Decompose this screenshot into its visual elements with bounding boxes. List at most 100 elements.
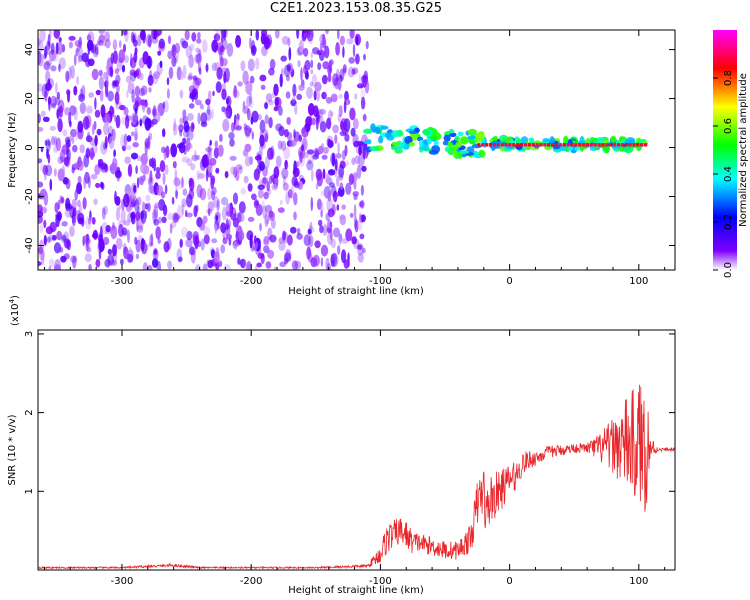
heatmap-noise-cell — [47, 140, 51, 147]
heatmap-noise-cell — [337, 30, 340, 40]
heatmap-noise-cell — [55, 82, 58, 94]
heatmap-noise-cell — [123, 220, 126, 226]
heatmap-noise-cell — [135, 165, 138, 175]
heatmap-noise-cell — [124, 184, 132, 196]
heatmap-noise-cell — [229, 138, 235, 147]
heatmap-noise-cell — [73, 106, 79, 121]
heatmap-noise-cell — [103, 142, 108, 150]
heatmap-noise-cell — [121, 64, 126, 73]
heatmap-noise-cell — [240, 213, 245, 222]
heatmap-noise-cell — [206, 149, 213, 162]
heatmap-noise-cell — [139, 87, 145, 97]
heatmap-noise-cell — [131, 89, 135, 103]
heatmap-noise-cell — [115, 114, 121, 129]
heatmap-noise-cell — [89, 147, 95, 160]
heatmap-noise-cell — [153, 218, 160, 226]
heatmap-noise-cell — [40, 251, 45, 266]
heatmap-noise-cell — [147, 202, 151, 212]
heatmap-noise-cell — [84, 253, 92, 263]
heatmap-noise-cell — [43, 219, 47, 229]
heatmap-noise-cell — [322, 168, 326, 180]
heatmap-noise-cell — [179, 129, 183, 137]
heatmap-noise-cell — [301, 126, 309, 138]
heatmap-noise-cell — [232, 192, 239, 205]
heatmap-noise-cell — [59, 195, 64, 204]
heatmap-noise-cell — [115, 207, 121, 221]
heatmap-noise-cell — [65, 240, 69, 250]
heatmap-noise-cell — [339, 130, 347, 137]
heatmap-noise-cell — [47, 96, 52, 106]
heatmap-noise-cell — [339, 214, 347, 226]
heatmap-noise-cell — [307, 159, 312, 165]
heatmap-noise-cell — [191, 32, 197, 42]
heatmap-noise-cell — [45, 82, 52, 91]
heatmap-noise-cell — [159, 160, 166, 173]
heatmap-noise-cell — [98, 34, 105, 43]
heatmap-core-cell — [488, 143, 493, 147]
heatmap-noise-cell — [76, 182, 83, 195]
heatmap-noise-cell — [205, 168, 209, 182]
heatmap-band-cell — [378, 135, 384, 144]
heatmap-noise-cell — [333, 165, 338, 178]
heatmap-noise-cell — [150, 233, 154, 246]
heatmap-noise-cell — [203, 234, 210, 245]
heatmap-noise-cell — [214, 252, 220, 264]
heatmap-noise-cell — [240, 258, 246, 269]
heatmap-noise-cell — [243, 259, 248, 270]
heatmap-noise-cell — [354, 155, 361, 165]
heatmap-noise-cell — [222, 237, 228, 245]
heatmap-noise-cell — [73, 54, 77, 67]
heatmap-noise-cell — [305, 116, 313, 128]
spectrogram-x-axis-label: Height of straight line (km) — [288, 286, 424, 297]
heatmap-noise-cell — [72, 255, 77, 269]
heatmap-noise-cell — [354, 171, 358, 182]
heatmap-noise-cell — [310, 69, 314, 75]
heatmap-noise-cell — [361, 78, 368, 86]
heatmap-band-cell — [457, 131, 464, 137]
heatmap-noise-cell — [179, 238, 183, 248]
snr-x-tick-label: 0 — [506, 576, 512, 587]
heatmap-noise-cell — [318, 108, 327, 115]
heatmap-noise-cell — [303, 47, 309, 57]
heatmap-noise-cell — [134, 199, 140, 212]
heatmap-noise-cell — [278, 126, 285, 137]
heatmap-noise-cell — [266, 147, 274, 160]
heatmap-noise-cell — [217, 144, 224, 157]
heatmap-noise-cell — [323, 91, 327, 99]
heatmap-noise-cell — [221, 106, 226, 113]
heatmap-noise-cell — [115, 74, 121, 85]
heatmap-noise-cell — [189, 43, 195, 51]
heatmap-noise-cell — [310, 197, 314, 211]
heatmap-noise-cell — [104, 31, 110, 42]
heatmap-noise-cell — [94, 109, 101, 118]
heatmap-noise-cell — [167, 260, 173, 270]
heatmap-noise-cell — [240, 187, 247, 195]
heatmap-noise-cell — [86, 34, 92, 41]
heatmap-noise-cell — [219, 56, 224, 68]
heatmap-noise-cell — [344, 133, 350, 142]
heatmap-noise-cell — [38, 158, 43, 164]
heatmap-noise-cell — [118, 204, 121, 211]
heatmap-band-cell — [370, 123, 376, 132]
heatmap-noise-cell — [51, 234, 57, 241]
heatmap-noise-cell — [342, 64, 347, 74]
heatmap-noise-cell — [187, 75, 193, 81]
heatmap-noise-cell — [244, 155, 251, 167]
heatmap-noise-cell — [147, 74, 154, 86]
heatmap-noise-cell — [148, 242, 154, 248]
heatmap-noise-cell — [349, 107, 356, 121]
heatmap-core-cell — [512, 143, 516, 147]
heatmap-noise-cell — [114, 190, 117, 204]
heatmap-noise-cell — [285, 191, 290, 205]
heatmap-noise-cell — [146, 107, 151, 115]
heatmap-core-cell — [500, 143, 504, 147]
heatmap-core-cell — [547, 143, 551, 147]
heatmap-core-cell — [477, 143, 481, 147]
heatmap-core-cell — [496, 143, 500, 147]
heatmap-noise-cell — [137, 225, 144, 233]
heatmap-noise-cell — [134, 132, 138, 142]
heatmap-noise-cell — [44, 171, 47, 181]
heatmap-noise-cell — [200, 238, 205, 251]
heatmap-noise-cell — [299, 151, 303, 164]
heatmap-noise-cell — [359, 212, 362, 223]
